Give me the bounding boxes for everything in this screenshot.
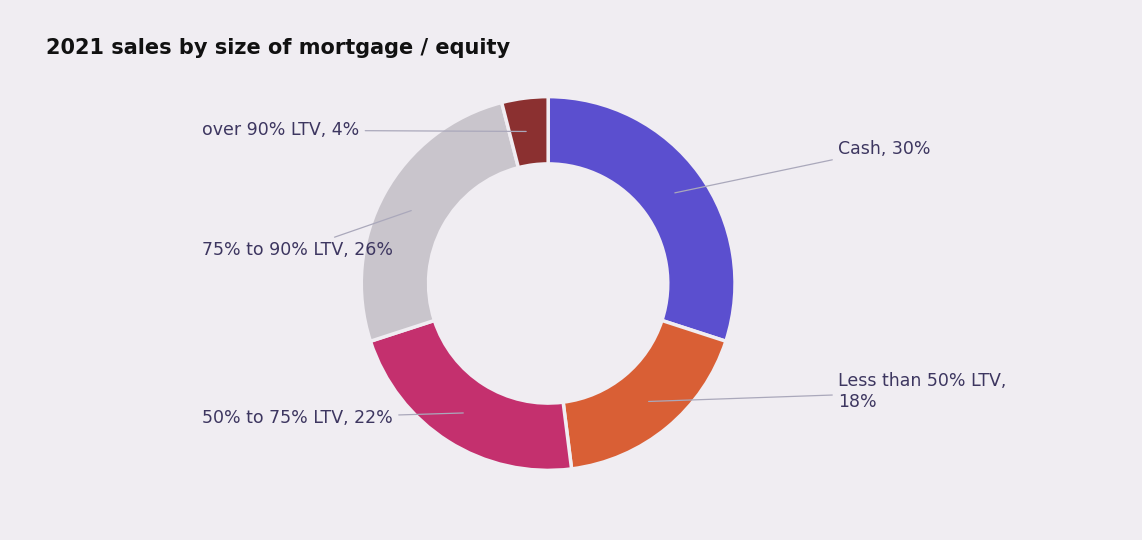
- Text: Less than 50% LTV,
18%: Less than 50% LTV, 18%: [649, 373, 1006, 411]
- Text: 50% to 75% LTV, 22%: 50% to 75% LTV, 22%: [202, 409, 464, 427]
- Wedge shape: [548, 97, 735, 341]
- Text: Cash, 30%: Cash, 30%: [675, 140, 931, 193]
- Wedge shape: [563, 320, 726, 469]
- Text: over 90% LTV, 4%: over 90% LTV, 4%: [202, 122, 526, 139]
- Wedge shape: [361, 103, 518, 341]
- Wedge shape: [501, 97, 548, 167]
- Text: 75% to 90% LTV, 26%: 75% to 90% LTV, 26%: [202, 211, 411, 259]
- Wedge shape: [370, 320, 572, 470]
- Text: 2021 sales by size of mortgage / equity: 2021 sales by size of mortgage / equity: [46, 38, 509, 58]
